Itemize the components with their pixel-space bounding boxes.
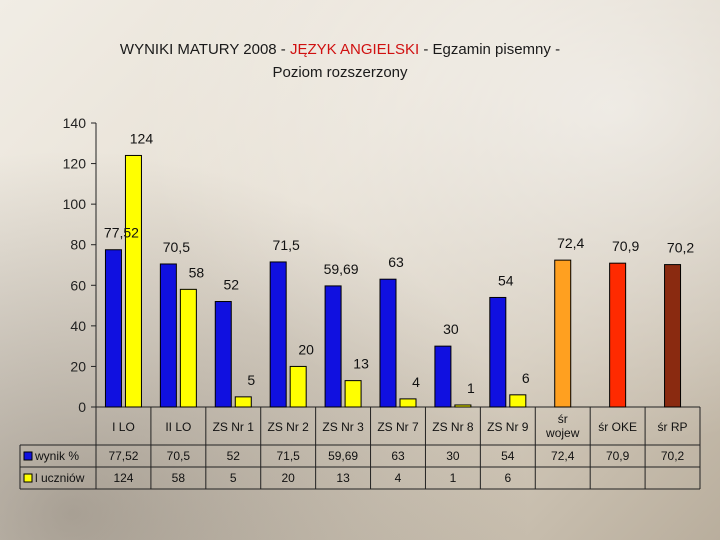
bar-uczniow (399, 398, 417, 408)
value-label-uczniow: 6 (522, 370, 530, 386)
table-cell: 70,5 (167, 449, 191, 463)
value-label-wynik: 72,4 (557, 235, 584, 251)
y-tick-label: 140 (63, 115, 87, 131)
table-cell: 5 (230, 471, 237, 485)
table-cell: 20 (282, 471, 296, 485)
bar-wynik (379, 278, 397, 408)
value-label-uczniow: 1 (467, 380, 475, 396)
value-label-uczniow: 5 (247, 372, 255, 388)
table-cell: 70,2 (661, 449, 685, 463)
value-label-wynik: 52 (223, 277, 239, 293)
bar-wynik (104, 249, 122, 408)
bar-uczniow (124, 154, 142, 408)
legend-key-uczniow (23, 473, 33, 483)
bar-wynik (214, 301, 232, 408)
y-tick-label: 120 (63, 156, 87, 172)
value-label-wynik: 77,52 (104, 225, 139, 241)
legend-label-uczniow: l uczniów (35, 471, 85, 485)
bar-uczniow (509, 394, 527, 408)
value-label-wynik: 70,5 (163, 239, 190, 255)
y-tick-label: 80 (70, 237, 86, 253)
table-cell: 59,69 (328, 449, 358, 463)
table-cell: 71,5 (277, 449, 301, 463)
value-label-uczniow: 20 (298, 341, 314, 357)
bar-uczniow (179, 288, 197, 408)
x-tick-label: ZS Nr 7 (377, 420, 419, 434)
legend-label-wynik: wynik % (34, 449, 79, 463)
table-cell: 72,4 (551, 449, 575, 463)
table-cell: 30 (446, 449, 460, 463)
x-tick-label: ZS Nr 8 (432, 420, 474, 434)
x-tick-label: ZS Nr 9 (487, 420, 529, 434)
table-cell: 13 (336, 471, 350, 485)
y-tick-label: 40 (70, 318, 86, 334)
bar-uczniow (234, 396, 252, 408)
bar-uczniow (344, 380, 362, 408)
x-tick-label: ZS Nr 3 (322, 420, 364, 434)
bar-wynik (664, 264, 682, 408)
x-tick-label: I LO (112, 420, 135, 434)
table-cell: 77,52 (108, 449, 138, 463)
table-cell: 54 (501, 449, 515, 463)
title-subject: JĘZYK ANGIELSKI (289, 41, 420, 58)
bar-wynik (609, 262, 627, 408)
table-cell: 70,9 (606, 449, 630, 463)
bar-uczniow (289, 365, 307, 408)
value-label-wynik: 71,5 (273, 237, 300, 253)
bar-wynik (269, 261, 287, 408)
x-tick-label: śr wojew (545, 412, 580, 440)
table-cell: 52 (227, 449, 241, 463)
chart-title: WYNIKI MATURY 2008 - JĘZYK ANGIELSKI - E… (40, 38, 640, 84)
y-tick-label: 100 (63, 196, 87, 212)
table-cell: 4 (395, 471, 402, 485)
legend-key-wynik (23, 451, 33, 461)
table-cell: 1 (450, 471, 457, 485)
bar-wynik (324, 285, 342, 408)
x-tick-label: śr OKE (598, 420, 637, 434)
y-tick-label: 0 (78, 399, 86, 415)
title-part-1: WYNIKI MATURY 2008 - (119, 41, 290, 58)
title-part-3: - Egzamin pisemny - (419, 41, 561, 58)
value-label-wynik: 63 (388, 254, 404, 270)
value-label-wynik: 54 (498, 272, 514, 288)
value-label-wynik: 70,2 (667, 240, 694, 256)
y-tick-label: 60 (70, 277, 86, 293)
value-label-uczniow: 58 (189, 264, 205, 280)
y-tick-label: 20 (70, 358, 86, 374)
value-label-uczniow: 4 (412, 374, 420, 390)
table-cell: 58 (172, 471, 186, 485)
x-tick-label: śr RP (658, 420, 688, 434)
table-cell: 124 (113, 471, 133, 485)
x-tick-label: ZS Nr 1 (213, 420, 255, 434)
bar-wynik (159, 263, 177, 408)
x-tick-label: II LO (165, 420, 191, 434)
table-cell: 6 (504, 471, 511, 485)
bar-wynik (434, 345, 452, 408)
bar-wynik (554, 259, 572, 408)
table-cell: 63 (391, 449, 405, 463)
value-label-uczniow: 124 (130, 130, 154, 146)
x-tick-label: ZS Nr 2 (268, 420, 310, 434)
bar-wynik (489, 296, 507, 408)
title-line-2: Poziom rozszerzony (272, 64, 408, 81)
bar-uczniow (454, 404, 472, 408)
value-label-wynik: 70,9 (612, 238, 639, 254)
value-label-uczniow: 13 (353, 356, 369, 372)
value-label-wynik: 59,69 (324, 261, 359, 277)
value-label-wynik: 30 (443, 321, 459, 337)
